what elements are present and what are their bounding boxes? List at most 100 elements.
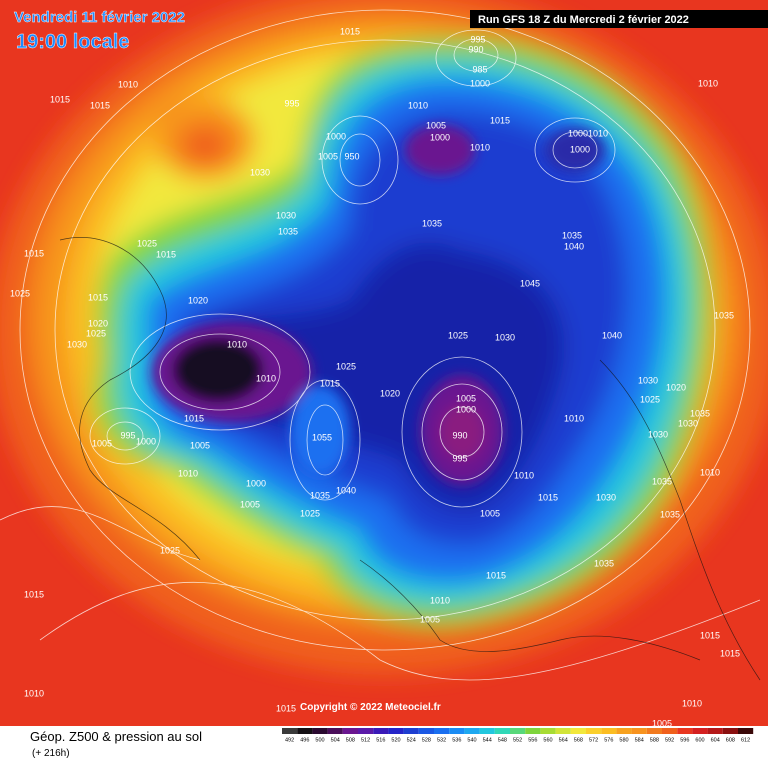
pressure-label: 1000 [136,436,156,446]
pressure-label: 1015 [156,249,176,259]
pressure-label: 1030 [596,492,616,502]
scale-label: 564 [559,737,568,743]
pressure-label: 1030 [678,418,698,428]
pressure-label: 1000 [568,128,588,138]
scale-swatch [555,728,571,734]
scale-swatch [464,728,480,734]
pressure-label: 1010 [564,413,584,423]
pressure-label: 990 [452,430,467,440]
scale-label: 524 [407,737,416,743]
pressure-label: 1015 [700,630,720,640]
scale-label: 568 [574,737,583,743]
scale-swatch [616,728,632,734]
pressure-label: 1035 [594,558,614,568]
scale-label: 492 [285,737,294,743]
scale-label: 580 [619,737,628,743]
pressure-label: 995 [470,34,485,44]
pressure-label: 1035 [652,476,672,486]
pressure-label: 1015 [88,292,108,302]
pressure-label: 1025 [160,545,180,555]
pressure-label: 1020 [666,382,686,392]
scale-label: 552 [513,737,522,743]
scale-label: 592 [665,737,674,743]
scale-swatch [403,728,419,734]
scale-swatch [677,728,693,734]
pressure-label: 1030 [638,375,658,385]
scale-swatch [586,728,602,734]
scale-swatch [570,728,586,734]
scale-swatch [631,728,647,734]
scale-label: 600 [695,737,704,743]
pressure-label: 1035 [422,218,442,228]
scale-swatch [282,728,298,734]
pressure-label: 1030 [276,210,296,220]
pressure-label: 1000 [470,78,490,88]
pressure-label: 1005 [92,438,112,448]
pressure-label: 950 [344,151,359,161]
pressure-label: 1005 [318,151,338,161]
scale-label: 604 [711,737,720,743]
scale-swatch [434,728,450,734]
pressure-label: 1015 [24,248,44,258]
scale-swatch [312,728,328,734]
pressure-label: 1000 [326,131,346,141]
scale-label: 504 [331,737,340,743]
scale-label: 556 [528,737,537,743]
scale-label: 528 [422,737,431,743]
scale-label: 512 [361,737,370,743]
pressure-label: 1020 [88,318,108,328]
pressure-label: 1010 [698,78,718,88]
pressure-label: 1010 [430,595,450,605]
run-info: Run GFS 18 Z du Mercredi 2 février 2022 [478,14,689,26]
pressure-label: 1010 [227,339,247,349]
pressure-label: 1020 [380,388,400,398]
pressure-label: 1040 [602,330,622,340]
pressure-label: 1010 [588,128,608,138]
pressure-label: 1025 [137,238,157,248]
pressure-label: 1015 [340,26,360,36]
pressure-label: 1030 [495,332,515,342]
pressure-label: 1005 [190,440,210,450]
scale-swatch [342,728,358,734]
scale-swatch [494,728,510,734]
scale-swatch [540,728,556,734]
color-scale: 492 496 500 504 508 512 516 520 524 528 532 536 540 5… [282,728,754,743]
scale-label: 572 [589,737,598,743]
scale-label: 532 [437,737,446,743]
pressure-label: 1010 [700,467,720,477]
pressure-label: 1030 [67,339,87,349]
scale-swatch [692,728,708,734]
pressure-label: 1025 [86,328,106,338]
pressure-label: 1015 [486,570,506,580]
scale-label: 608 [726,737,735,743]
scale-swatch [388,728,404,734]
pressure-label: 1015 [538,492,558,502]
pressure-label: 1040 [564,241,584,251]
geopotential-field [0,0,768,675]
scale-label: 576 [604,737,613,743]
pressure-label: 1035 [714,310,734,320]
pressure-label: 1025 [640,394,660,404]
pressure-label: 1000 [246,478,266,488]
pressure-label: 1035 [278,226,298,236]
pressure-label: 1005 [480,508,500,518]
scale-swatch [327,728,343,734]
pressure-label: 985 [472,64,487,74]
time-title: 19:00 locale [16,31,129,53]
scale-swatch [707,728,723,734]
pressure-label: 1010 [408,100,428,110]
pressure-label: 1020 [188,295,208,305]
scale-label: 596 [680,737,689,743]
scale-label: 560 [543,737,552,743]
scale-label: 540 [467,737,476,743]
pressure-label: 1010 [682,698,702,708]
isobars [0,9,761,681]
pressure-label: 1010 [470,142,490,152]
pressure-label: 1000 [430,132,450,142]
scale-swatch [449,728,465,734]
scale-swatch [510,728,526,734]
pressure-label: 1030 [648,429,668,439]
scale-swatch [525,728,541,734]
